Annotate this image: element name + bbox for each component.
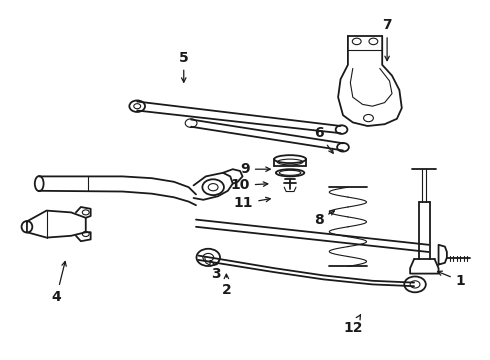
Text: 9: 9 [240, 162, 270, 176]
Text: 2: 2 [221, 274, 231, 297]
Text: 7: 7 [382, 18, 392, 60]
Text: 1: 1 [438, 271, 465, 288]
Text: 11: 11 [234, 197, 270, 210]
Text: 5: 5 [179, 51, 189, 82]
Text: 10: 10 [230, 179, 268, 192]
Text: 4: 4 [51, 261, 66, 304]
Text: 8: 8 [314, 211, 335, 226]
Text: 6: 6 [314, 126, 333, 153]
Text: 12: 12 [343, 315, 363, 334]
Text: 3: 3 [210, 260, 220, 280]
